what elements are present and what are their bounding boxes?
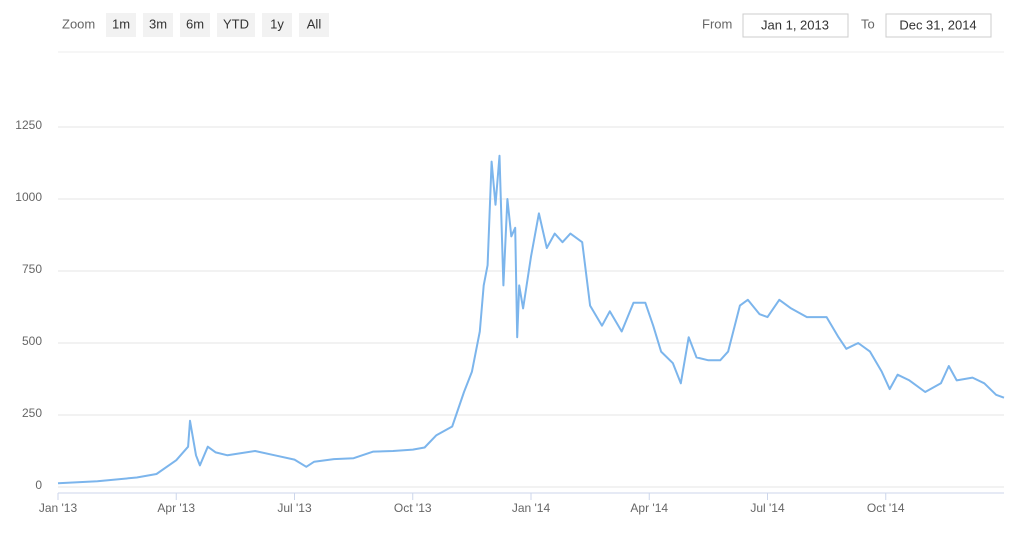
zoom-label: Zoom	[62, 16, 95, 31]
x-tick-label: Jul '14	[750, 501, 785, 515]
range-button[interactable]: 3m	[143, 13, 173, 37]
to-label: To	[861, 16, 875, 31]
button-bg[interactable]	[106, 13, 136, 37]
button-bg[interactable]	[143, 13, 173, 37]
x-tick-label: Oct '13	[394, 501, 432, 515]
to-input[interactable]	[885, 13, 992, 38]
button-label[interactable]: All	[307, 16, 322, 31]
range-buttons: 1m 3m 6m YTD 1y All	[106, 13, 329, 37]
button-label[interactable]: YTD	[223, 16, 249, 31]
range-button[interactable]: YTD	[217, 13, 255, 37]
to-value: Dec 31, 2014	[899, 17, 976, 32]
y-tick-label: 500	[22, 334, 42, 348]
button-bg[interactable]	[262, 13, 292, 37]
button-label[interactable]: 1y	[270, 16, 284, 31]
x-tick-label: Jul '13	[277, 501, 312, 515]
button-label[interactable]: 1m	[112, 16, 130, 31]
from-value: Jan 1, 2013	[761, 17, 829, 32]
from-label: From	[702, 16, 732, 31]
price-line	[57, 154, 1005, 485]
button-bg[interactable]	[299, 13, 329, 37]
x-tick-label: Jan '13	[39, 501, 78, 515]
y-tick-label: 1000	[15, 190, 42, 204]
x-tick-label: Oct '14	[867, 501, 905, 515]
button-bg[interactable]	[217, 13, 255, 37]
button-label[interactable]: 6m	[186, 16, 204, 31]
x-tick-label: Apr '13	[157, 501, 195, 515]
range-button[interactable]: 1m	[106, 13, 136, 37]
range-button[interactable]: 6m	[180, 13, 210, 37]
x-tick-label: Jan '14	[512, 501, 551, 515]
button-bg[interactable]	[180, 13, 210, 37]
y-tick-label: 750	[22, 262, 42, 276]
y-tick-label: 0	[35, 478, 42, 492]
y-tick-label: 250	[22, 406, 42, 420]
x-tick-label: Apr '14	[630, 501, 668, 515]
from-input[interactable]	[742, 13, 849, 38]
button-label[interactable]: 3m	[149, 16, 167, 31]
range-button[interactable]: 1y	[262, 13, 292, 37]
range-button[interactable]: All	[299, 13, 329, 37]
y-tick-label: 1250	[15, 118, 42, 132]
